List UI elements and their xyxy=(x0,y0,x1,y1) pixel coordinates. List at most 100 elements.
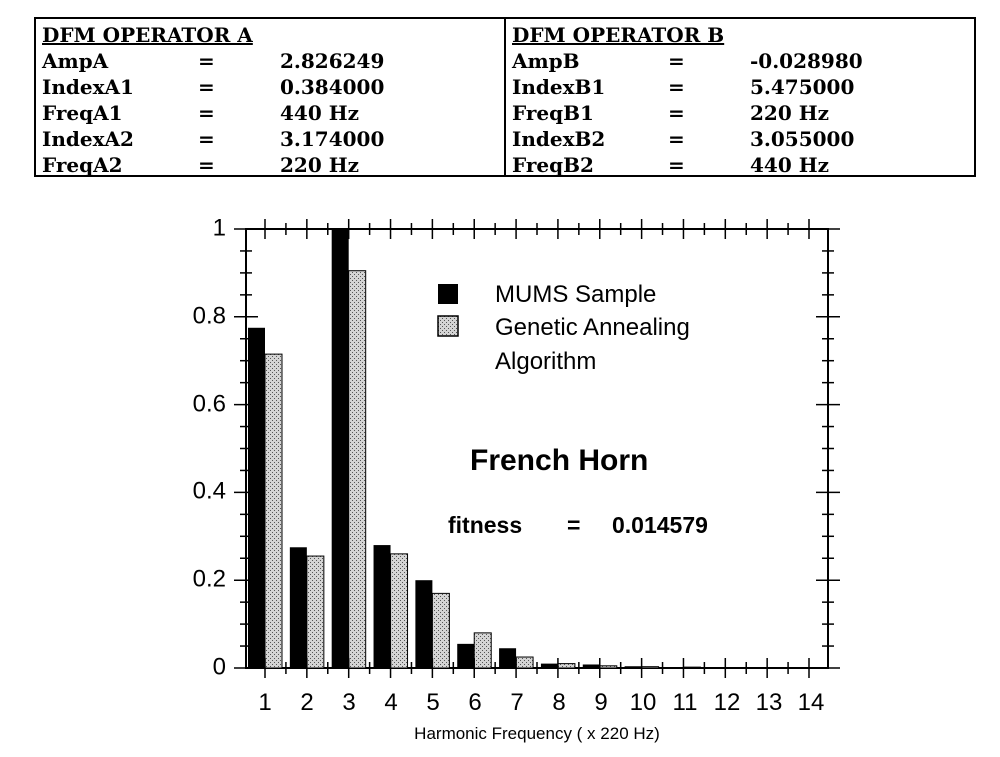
x-tick-label: 5 xyxy=(426,689,439,716)
x-tick-label: 12 xyxy=(714,689,741,716)
bar-genetic-annealing xyxy=(473,632,492,669)
equals-sign: = xyxy=(198,153,215,177)
x-tick-label: 9 xyxy=(594,689,607,716)
operator-a-row: AmpA = 2.826249 xyxy=(42,48,504,74)
operator-a-row: FreqA1 = 440 Hz xyxy=(42,100,504,126)
x-tick-label: 1 xyxy=(258,689,271,716)
legend-label-ga: Genetic Annealing xyxy=(495,314,690,341)
x-tick-labels: 1 2 3 4 5 6 7 8 9 10 11 12 13 14 xyxy=(258,689,824,716)
bar-mums-sample xyxy=(666,667,684,668)
equals-sign: = xyxy=(668,49,685,73)
operator-a-row: IndexA2 = 3.174000 xyxy=(42,126,504,152)
legend-swatch-ga xyxy=(437,315,459,337)
y-tick-labels: 0 0.2 0.4 0.6 0.8 1 xyxy=(193,214,226,680)
equals-sign: = xyxy=(198,127,215,151)
param-label: IndexB2 xyxy=(512,127,606,151)
param-value: 440 Hz xyxy=(750,153,829,177)
legend-label-mums: MUMS Sample xyxy=(495,281,656,308)
x-tick-label: 7 xyxy=(510,689,523,716)
param-label: FreqB1 xyxy=(512,101,594,125)
bar-genetic-annealing xyxy=(264,353,283,669)
x-tick-label: 4 xyxy=(384,689,397,716)
bar-mums-sample xyxy=(415,580,433,668)
param-value: 440 Hz xyxy=(280,101,359,125)
param-value: 220 Hz xyxy=(280,153,359,177)
y-tick-label: 1 xyxy=(213,214,226,241)
operator-a-panel: DFM OPERATOR A AmpA = 2.826249 IndexA1 =… xyxy=(36,19,504,178)
bar-genetic-annealing xyxy=(515,656,534,669)
param-value: -0.028980 xyxy=(750,49,863,73)
x-tick-label: 8 xyxy=(552,689,565,716)
param-label: IndexA2 xyxy=(42,127,134,151)
operator-b-row: FreqB2 = 440 Hz xyxy=(512,152,974,178)
x-tick-label: 13 xyxy=(756,689,783,716)
x-tick-label: 3 xyxy=(342,689,355,716)
axis-ticks xyxy=(234,219,840,678)
param-value: 0.384000 xyxy=(280,75,385,99)
operator-b-title: DFM OPERATOR B xyxy=(512,23,725,47)
fitness-value: 0.014579 xyxy=(612,512,708,538)
equals-sign: = xyxy=(198,75,215,99)
operator-a-title: DFM OPERATOR A xyxy=(42,23,253,47)
x-axis-label: Harmonic Frequency ( x 220 Hz) xyxy=(414,724,660,743)
bar-genetic-annealing xyxy=(431,592,450,669)
bar-mums-sample xyxy=(373,545,391,668)
fitness-label: fitness xyxy=(448,512,522,538)
legend-label-ga-line2: Algorithm xyxy=(495,348,596,375)
y-tick-label: 0 xyxy=(213,653,226,680)
equals-sign: = xyxy=(668,153,685,177)
operator-a-row: FreqA2 = 220 Hz xyxy=(42,152,504,178)
param-label: AmpA xyxy=(42,49,109,73)
equals-sign: = xyxy=(668,75,685,99)
bar-mums-sample xyxy=(499,648,517,668)
y-tick-label: 0.8 xyxy=(193,302,226,329)
bar-mums-sample xyxy=(331,229,349,668)
param-label: AmpB xyxy=(512,49,580,73)
x-tick-label: 14 xyxy=(798,689,825,716)
param-label: IndexB1 xyxy=(512,75,606,99)
dfm-operator-table: DFM OPERATOR A AmpA = 2.826249 IndexA1 =… xyxy=(34,17,976,177)
param-label: FreqA2 xyxy=(42,153,123,177)
param-label: FreqA1 xyxy=(42,101,123,125)
bar-marks xyxy=(248,229,809,669)
operator-b-row: FreqB1 = 220 Hz xyxy=(512,100,974,126)
bar-mums-sample xyxy=(582,664,600,668)
param-label: FreqB2 xyxy=(512,153,594,177)
operator-b-row: AmpB = -0.028980 xyxy=(512,48,974,74)
operator-a-row: IndexA1 = 0.384000 xyxy=(42,74,504,100)
bar-mums-sample xyxy=(248,327,265,668)
chart-title: French Horn xyxy=(470,444,648,477)
equals-sign: = xyxy=(198,101,215,125)
bar-genetic-annealing xyxy=(390,553,409,669)
legend-swatch-mums xyxy=(438,284,458,304)
fitness-equals: = xyxy=(567,512,580,538)
y-tick-label: 0.4 xyxy=(193,477,226,504)
equals-sign: = xyxy=(198,49,215,73)
operator-b-row: IndexB2 = 3.055000 xyxy=(512,126,974,152)
equals-sign: = xyxy=(668,127,685,151)
operator-b-row: IndexB1 = 5.475000 xyxy=(512,74,974,100)
bar-mums-sample xyxy=(540,663,558,668)
param-value: 5.475000 xyxy=(750,75,855,99)
bar-genetic-annealing xyxy=(682,666,701,669)
bar-mums-sample xyxy=(708,667,726,668)
bar-genetic-annealing xyxy=(641,666,660,669)
x-tick-label: 10 xyxy=(630,689,657,716)
bar-mums-sample xyxy=(624,666,642,668)
x-tick-label: 6 xyxy=(468,689,481,716)
equals-sign: = xyxy=(668,101,685,125)
bar-genetic-annealing xyxy=(348,270,367,669)
legend: MUMS Sample Genetic Annealing Algorithm xyxy=(437,281,690,375)
x-tick-label: 2 xyxy=(300,689,313,716)
param-value: 2.826249 xyxy=(280,49,385,73)
bar-mums-sample xyxy=(457,643,475,668)
bar-genetic-annealing xyxy=(599,665,618,669)
y-tick-label: 0.6 xyxy=(193,390,226,417)
param-value: 220 Hz xyxy=(750,101,829,125)
bar-genetic-annealing xyxy=(557,663,576,669)
param-label: IndexA1 xyxy=(42,75,134,99)
x-tick-label: 11 xyxy=(673,689,698,716)
bar-genetic-annealing xyxy=(306,555,325,669)
y-tick-label: 0.2 xyxy=(193,565,226,592)
